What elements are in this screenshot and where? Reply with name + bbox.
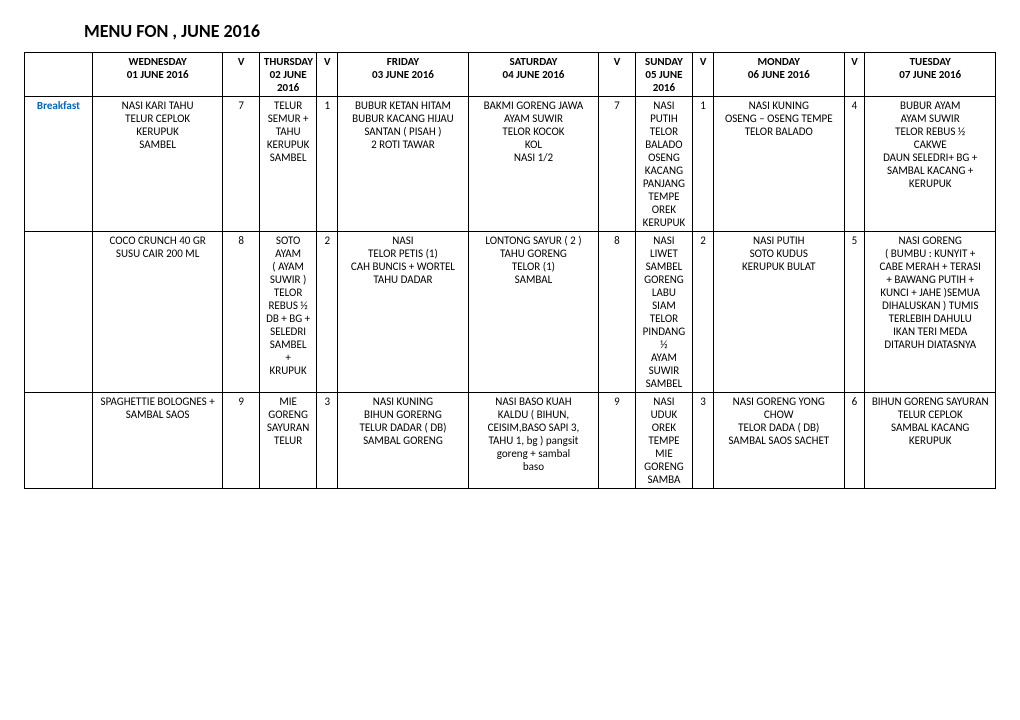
v-cell: 2 — [317, 232, 338, 393]
menu-cell: NASI BASO KUAHKALDU ( BIHUN,CEISIM,BASO … — [468, 393, 599, 489]
menu-body: Breakfast NASI KARI TAHUTELUR CEPLOKKERU… — [25, 97, 996, 489]
v-cell: 7 — [223, 97, 260, 232]
menu-cell: NASI PUTIHSOTO KUDUSKERUPUK BULAT — [714, 232, 845, 393]
header-v4: V — [693, 53, 714, 97]
menu-cell: BIHUN GORENG SAYURANTELUR CEPLOKSAMBAL K… — [865, 393, 996, 489]
v-cell: 8 — [599, 232, 636, 393]
v-cell: 9 — [599, 393, 636, 489]
header-sun: SUNDAY05 JUNE 2016 — [635, 53, 692, 97]
row-label — [25, 393, 93, 489]
menu-cell: NASI UDUKOREK TEMPEMIE GORENGSAMBA — [635, 393, 692, 489]
header-thu: THURSDAY02 JUNE 2016 — [259, 53, 316, 97]
header-fri: FRIDAY03 JUNE 2016 — [338, 53, 469, 97]
v-cell: 6 — [844, 393, 865, 489]
menu-cell: NASI KUNINGOSENG – OSENG TEMPETELOR BALA… — [714, 97, 845, 232]
header-v2: V — [317, 53, 338, 97]
v-cell: 9 — [223, 393, 260, 489]
menu-cell: NASITELOR PETIS (1)CAH BUNCIS + WORTELTA… — [338, 232, 469, 393]
menu-cell: BUBUR KETAN HITAMBUBUR KACANG HIJAUSANTA… — [338, 97, 469, 232]
menu-cell: SPAGHETTIE BOLOGNES +SAMBAL SAOS — [92, 393, 223, 489]
menu-cell: TELURSEMUR +TAHUKERUPUKSAMBEL — [259, 97, 316, 232]
menu-cell: BAKMI GORENG JAWAAYAM SUWIRTELOR KOCOKKO… — [468, 97, 599, 232]
header-v1: V — [223, 53, 260, 97]
menu-cell: NASI PUTIHTELOR BALADOOSENG KACANG PANJA… — [635, 97, 692, 232]
v-cell: 3 — [317, 393, 338, 489]
page-title: MENU FON , JUNE 2016 — [84, 20, 996, 42]
header-v3: V — [599, 53, 636, 97]
v-cell: 3 — [693, 393, 714, 489]
v-cell: 1 — [693, 97, 714, 232]
header-v5: V — [844, 53, 865, 97]
header-mon: MONDAY06 JUNE 2016 — [714, 53, 845, 97]
v-cell: 7 — [599, 97, 636, 232]
header-wed: WEDNESDAY01 JUNE 2016 — [92, 53, 223, 97]
menu-table: WEDNESDAY01 JUNE 2016 V THURSDAY02 JUNE … — [24, 52, 996, 489]
menu-cell: SOTO AYAM( AYAM SUWIR )TELOR REBUS ½DB +… — [259, 232, 316, 393]
header-tue: TUESDAY07 JUNE 2016 — [865, 53, 996, 97]
menu-cell: BUBUR AYAMAYAM SUWIRTELOR REBUS ½CAKWEDA… — [865, 97, 996, 232]
v-cell: 5 — [844, 232, 865, 393]
table-row: Breakfast NASI KARI TAHUTELUR CEPLOKKERU… — [25, 97, 996, 232]
header-row: WEDNESDAY01 JUNE 2016 V THURSDAY02 JUNE … — [25, 53, 996, 97]
menu-cell: COCO CRUNCH 40 GRSUSU CAIR 200 ML — [92, 232, 223, 393]
header-blank — [25, 53, 93, 97]
row-label — [25, 232, 93, 393]
menu-cell: NASI GORENG( BUMBU : KUNYIT +CABE MERAH … — [865, 232, 996, 393]
header-sat: SATURDAY04 JUNE 2016 — [468, 53, 599, 97]
row-label: Breakfast — [25, 97, 93, 232]
table-row: COCO CRUNCH 40 GRSUSU CAIR 200 ML 8 SOTO… — [25, 232, 996, 393]
v-cell: 4 — [844, 97, 865, 232]
v-cell: 1 — [317, 97, 338, 232]
menu-cell: NASI GORENG YONG CHOWTELOR DADA ( DB)SAM… — [714, 393, 845, 489]
menu-cell: NASI KARI TAHUTELUR CEPLOKKERUPUKSAMBEL — [92, 97, 223, 232]
menu-cell: NASI KUNINGBIHUN GORERNGTELUR DADAR ( DB… — [338, 393, 469, 489]
menu-cell: LONTONG SAYUR ( 2 )TAHU GORENGTELOR (1)S… — [468, 232, 599, 393]
menu-cell: NASI LIWETSAMBEL GORENG LABU SIAMTELOR P… — [635, 232, 692, 393]
v-cell: 2 — [693, 232, 714, 393]
v-cell: 8 — [223, 232, 260, 393]
menu-cell: MIE GORENGSAYURANTELUR — [259, 393, 316, 489]
table-row: SPAGHETTIE BOLOGNES +SAMBAL SAOS 9 MIE G… — [25, 393, 996, 489]
